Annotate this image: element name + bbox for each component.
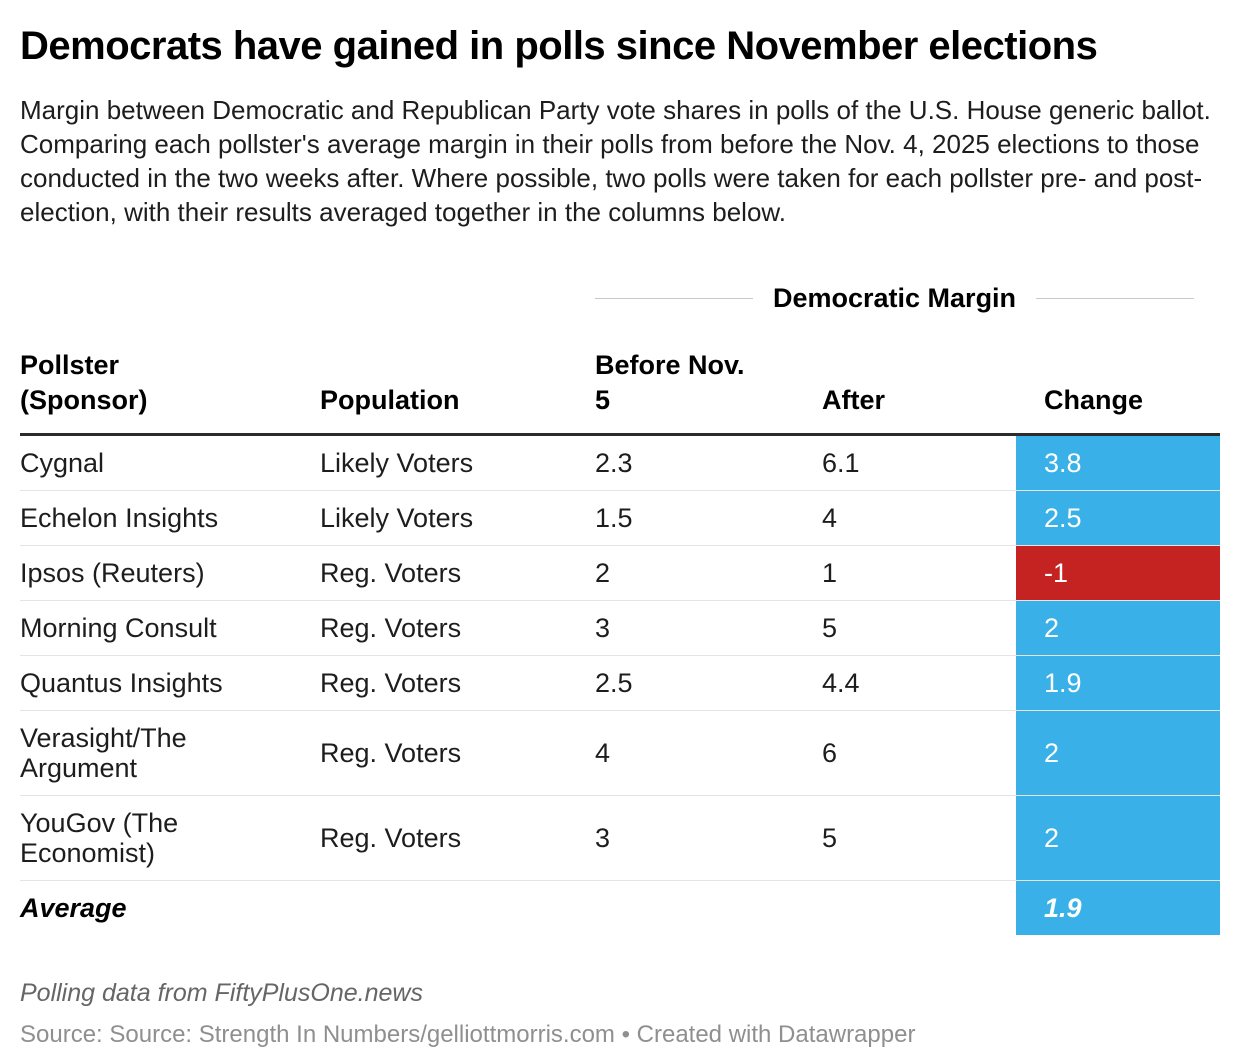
before-cell: 2.3 — [595, 434, 822, 491]
group-header-cell: Democratic Margin — [595, 283, 1220, 348]
poll-table: Democratic Margin Pollster (Sponsor) Pop… — [20, 283, 1221, 936]
change-cell: -1 — [1016, 545, 1221, 601]
group-header-spacer — [20, 283, 595, 348]
after-cell-empty — [822, 881, 1016, 936]
population-cell: Reg. Voters — [320, 545, 595, 601]
group-header-row: Democratic Margin — [20, 283, 1220, 348]
after-cell: 1 — [822, 545, 1016, 601]
table-row: Echelon Insights Likely Voters 1.5 4 2.5 — [20, 490, 1221, 546]
population-cell: Likely Voters — [320, 490, 595, 546]
population-cell: Reg. Voters — [320, 795, 595, 881]
after-cell: 4.4 — [822, 655, 1016, 711]
page-title: Democrats have gained in polls since Nov… — [20, 24, 1098, 68]
table-row: Morning Consult Reg. Voters 3 5 2 — [20, 600, 1221, 656]
before-cell: 3 — [595, 600, 822, 656]
before-cell-empty — [595, 881, 822, 936]
average-row: Average 1.9 — [20, 880, 1221, 936]
average-label: Average — [20, 893, 127, 923]
change-cell: 1.9 — [1016, 655, 1221, 711]
population-cell: Likely Voters — [320, 434, 595, 491]
table-row: YouGov (The Economist) Reg. Voters 3 5 2 — [20, 795, 1221, 881]
after-cell: 5 — [822, 600, 1016, 656]
change-cell: 3.8 — [1016, 434, 1221, 491]
change-cell: 2 — [1016, 600, 1221, 656]
col-header-before: Before Nov. 5 — [595, 348, 822, 436]
table-row: Ipsos (Reuters) Reg. Voters 2 1 -1 — [20, 545, 1221, 601]
after-cell: 6 — [822, 710, 1016, 796]
after-cell: 6.1 — [822, 434, 1016, 491]
pollster-cell: Quantus Insights — [20, 655, 320, 711]
group-header: Democratic Margin — [595, 283, 1220, 314]
change-cell: 2 — [1016, 795, 1221, 881]
table-row: Quantus Insights Reg. Voters 2.5 4.4 1.9 — [20, 655, 1221, 711]
average-change-cell: 1.9 — [1016, 880, 1221, 935]
pollster-cell: YouGov (The Economist) — [20, 795, 320, 881]
footer-byline: Polling data from FiftyPlusOne.news — [20, 979, 423, 1007]
before-cell: 2.5 — [595, 655, 822, 711]
chart-footer: Polling data from FiftyPlusOne.news Sour… — [20, 979, 1220, 1049]
pollster-cell: Cygnal — [20, 434, 320, 491]
change-cell: 2 — [1016, 710, 1221, 796]
population-cell: Reg. Voters — [320, 710, 595, 796]
column-header-row: Pollster (Sponsor) Population Before Nov… — [20, 348, 1221, 436]
population-cell: Reg. Voters — [320, 655, 595, 711]
group-header-line-right — [1036, 298, 1195, 299]
group-header-label: Democratic Margin — [772, 283, 1017, 313]
table-row: Cygnal Likely Voters 2.3 6.1 3.8 — [20, 434, 1221, 491]
before-cell: 4 — [595, 710, 822, 796]
change-cell: 2.5 — [1016, 490, 1221, 546]
population-cell-empty — [320, 881, 595, 936]
population-cell: Reg. Voters — [320, 600, 595, 656]
col-header-after: After — [822, 348, 1016, 436]
col-header-pollster: Pollster (Sponsor) — [20, 348, 320, 436]
group-header-line-left — [595, 298, 753, 299]
col-header-population: Population — [320, 348, 595, 436]
table-row: Verasight/The Argument Reg. Voters 4 6 2 — [20, 710, 1221, 796]
before-cell: 3 — [595, 795, 822, 881]
chart-description: Margin between Democratic and Republican… — [20, 95, 1211, 227]
pollster-cell: Ipsos (Reuters) — [20, 545, 320, 601]
pollster-cell: Morning Consult — [20, 600, 320, 656]
col-header-change: Change — [1016, 348, 1221, 436]
after-cell: 4 — [822, 490, 1016, 546]
footer-source: Source: Source: Strength In Numbers/gell… — [20, 1021, 916, 1048]
pollster-cell: Verasight/The Argument — [20, 710, 320, 796]
before-cell: 1.5 — [595, 490, 822, 546]
before-cell: 2 — [595, 545, 822, 601]
pollster-cell: Echelon Insights — [20, 490, 320, 546]
after-cell: 5 — [822, 795, 1016, 881]
